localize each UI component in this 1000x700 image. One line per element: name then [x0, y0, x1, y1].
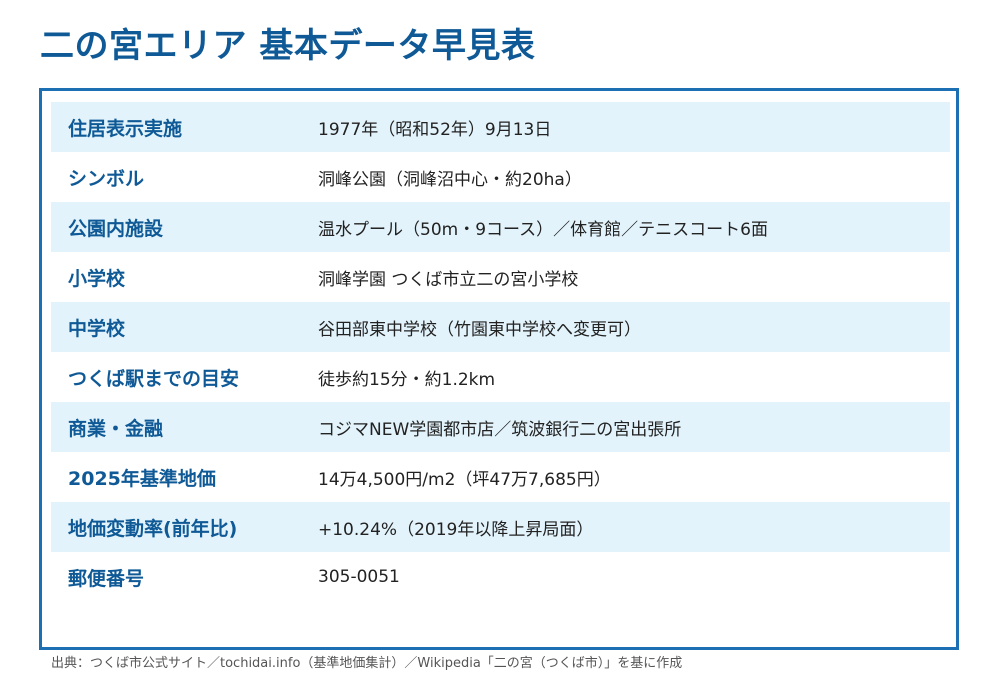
table-row: 郵便番号 305-0051	[51, 552, 950, 602]
row-value: 谷田部東中学校（竹園東中学校へ変更可）	[318, 319, 641, 340]
table-row: 住居表示実施 1977年（昭和52年）9月13日	[51, 102, 950, 152]
table-row: 地価変動率(前年比) +10.24%（2019年以降上昇局面）	[51, 502, 950, 552]
row-label: 商業・金融	[68, 417, 164, 440]
source-note: 出典：つくば市公式サイト／tochidai.info（基準地価集計）／Wikip…	[51, 656, 683, 671]
data-table-panel: 住居表示実施 1977年（昭和52年）9月13日 シンボル 洞峰公園（洞峰沼中心…	[39, 88, 959, 650]
table-row: 中学校 谷田部東中学校（竹園東中学校へ変更可）	[51, 302, 950, 352]
row-label: 地価変動率(前年比)	[68, 517, 238, 540]
row-label: 住居表示実施	[68, 117, 183, 140]
table-row: つくば駅までの目安 徒歩約15分・約1.2km	[51, 352, 950, 402]
table-row: シンボル 洞峰公園（洞峰沼中心・約20ha）	[51, 152, 950, 202]
row-value: 1977年（昭和52年）9月13日	[318, 119, 552, 140]
row-value: 14万4,500円/m2（坪47万7,685円）	[318, 469, 611, 490]
page-title: 二の宮エリア 基本データ早見表	[40, 26, 536, 66]
row-label: 中学校	[68, 317, 126, 340]
row-value: 徒歩約15分・約1.2km	[318, 369, 496, 390]
row-label: 小学校	[68, 267, 126, 290]
table-row: 商業・金融 コジマNEW学園都市店／筑波銀行二の宮出張所	[51, 402, 950, 452]
row-value: 305-0051	[318, 567, 400, 587]
row-value: コジマNEW学園都市店／筑波銀行二の宮出張所	[318, 419, 682, 440]
row-label: 郵便番号	[68, 567, 145, 590]
row-label: 公園内施設	[68, 217, 164, 240]
row-value: 洞峰学園 つくば市立二の宮小学校	[318, 269, 579, 290]
row-value: +10.24%（2019年以降上昇局面）	[318, 519, 594, 540]
row-label: 2025年基準地価	[68, 467, 216, 490]
table-row: 小学校 洞峰学園 つくば市立二の宮小学校	[51, 252, 950, 302]
row-label: つくば駅までの目安	[68, 367, 240, 390]
row-label: シンボル	[68, 167, 145, 190]
data-table: 住居表示実施 1977年（昭和52年）9月13日 シンボル 洞峰公園（洞峰沼中心…	[51, 102, 950, 602]
table-row: 2025年基準地価 14万4,500円/m2（坪47万7,685円）	[51, 452, 950, 502]
row-value: 温水プール（50m・9コース）／体育館／テニスコート6面	[318, 219, 768, 240]
row-value: 洞峰公園（洞峰沼中心・約20ha）	[318, 169, 582, 190]
table-row: 公園内施設 温水プール（50m・9コース）／体育館／テニスコート6面	[51, 202, 950, 252]
